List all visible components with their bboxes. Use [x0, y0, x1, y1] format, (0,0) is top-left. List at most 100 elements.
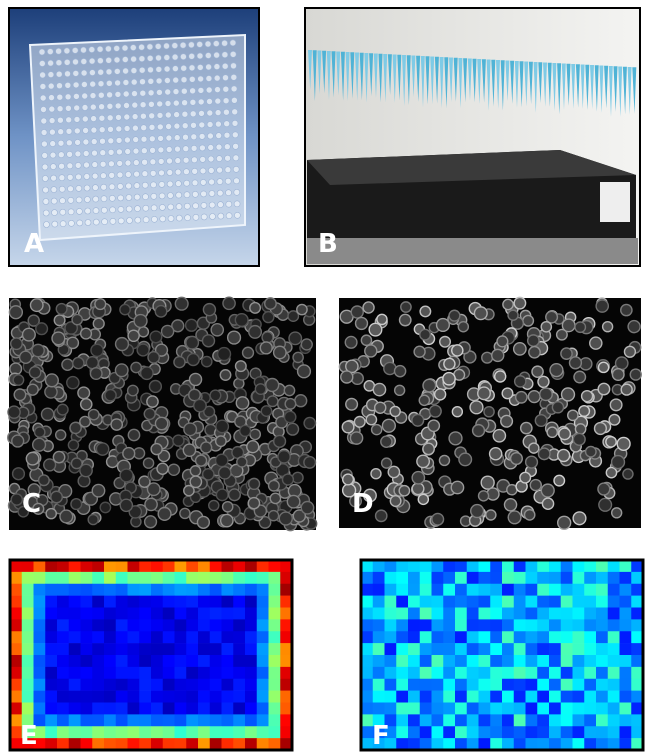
well [135, 206, 141, 212]
cell [486, 510, 496, 520]
heat-cell [269, 619, 281, 631]
heat-cell [57, 738, 69, 750]
cell [123, 448, 135, 460]
heat-cell [408, 631, 420, 643]
heat-cell [34, 608, 46, 620]
heat-cell [175, 608, 187, 620]
heat-cell [34, 584, 46, 596]
cell [395, 385, 405, 395]
heat-cell [526, 703, 538, 715]
cell [274, 435, 286, 447]
cell [596, 300, 608, 312]
cell [219, 467, 231, 479]
well [82, 105, 88, 111]
cell [187, 354, 199, 366]
well [207, 122, 213, 128]
heat-cell [373, 619, 385, 631]
cell [293, 352, 303, 362]
heat-cell [608, 703, 620, 715]
cell [624, 346, 635, 357]
well [98, 92, 104, 98]
cell [175, 297, 188, 310]
heat-cell [408, 643, 420, 655]
heat-cell [81, 691, 93, 703]
heat-cell [573, 572, 585, 584]
well [205, 41, 211, 47]
heat-cell [361, 608, 373, 620]
well [148, 78, 154, 84]
heat-cell [573, 679, 585, 691]
well [160, 216, 166, 222]
well [93, 196, 99, 202]
well [117, 183, 123, 189]
heat-cell [596, 691, 608, 703]
cell [29, 367, 40, 378]
heat-cell [245, 631, 257, 643]
well [59, 186, 65, 192]
cell [20, 351, 32, 363]
heat-cell [537, 572, 549, 584]
heat-cell [45, 703, 57, 715]
cell [610, 399, 622, 411]
heat-cell [22, 691, 34, 703]
heat-cell [139, 679, 151, 691]
well [117, 160, 123, 166]
heat-cell [385, 572, 397, 584]
well [139, 44, 145, 50]
well [210, 214, 216, 220]
well [68, 186, 74, 192]
cell [481, 476, 494, 489]
heat-cell [57, 631, 69, 643]
well [143, 194, 149, 200]
heat-cell [584, 572, 596, 584]
heat-cell [514, 596, 526, 608]
heat-cell [443, 619, 455, 631]
well [190, 88, 196, 94]
well [60, 198, 66, 204]
heat-cell [198, 608, 210, 620]
well [140, 79, 146, 85]
cell [12, 435, 24, 447]
well [167, 170, 173, 176]
heat-cell [175, 560, 187, 572]
heat-cell [526, 608, 538, 620]
heat-cell [69, 619, 81, 631]
cell [60, 510, 73, 523]
cell [137, 344, 149, 356]
heat-cell [57, 572, 69, 584]
well [167, 193, 173, 199]
well [222, 52, 228, 58]
well [116, 126, 122, 132]
heat-cell [631, 608, 643, 620]
heat-cell [608, 691, 620, 703]
cell [628, 321, 640, 333]
heat-cell [151, 703, 163, 715]
heat-cell [69, 667, 81, 679]
heat-cell [45, 560, 57, 572]
heat-cell [10, 572, 22, 584]
well [199, 122, 205, 128]
heat-cell [631, 714, 643, 726]
well [156, 78, 162, 84]
cell [39, 475, 50, 486]
well [198, 99, 204, 105]
heat-cell [549, 596, 561, 608]
heat-cell [69, 714, 81, 726]
well [231, 97, 237, 103]
heat-cell [45, 572, 57, 584]
heat-cell [280, 643, 292, 655]
well [89, 47, 95, 53]
heat-cell [69, 726, 81, 738]
well [134, 171, 140, 177]
well [143, 217, 149, 223]
well [192, 180, 198, 186]
well [218, 202, 224, 208]
cell [263, 312, 274, 323]
cell [145, 498, 157, 510]
well [118, 206, 124, 212]
well [114, 68, 120, 74]
heat-cell [479, 596, 491, 608]
heat-cell [233, 643, 245, 655]
well [198, 76, 204, 82]
well [97, 46, 103, 52]
